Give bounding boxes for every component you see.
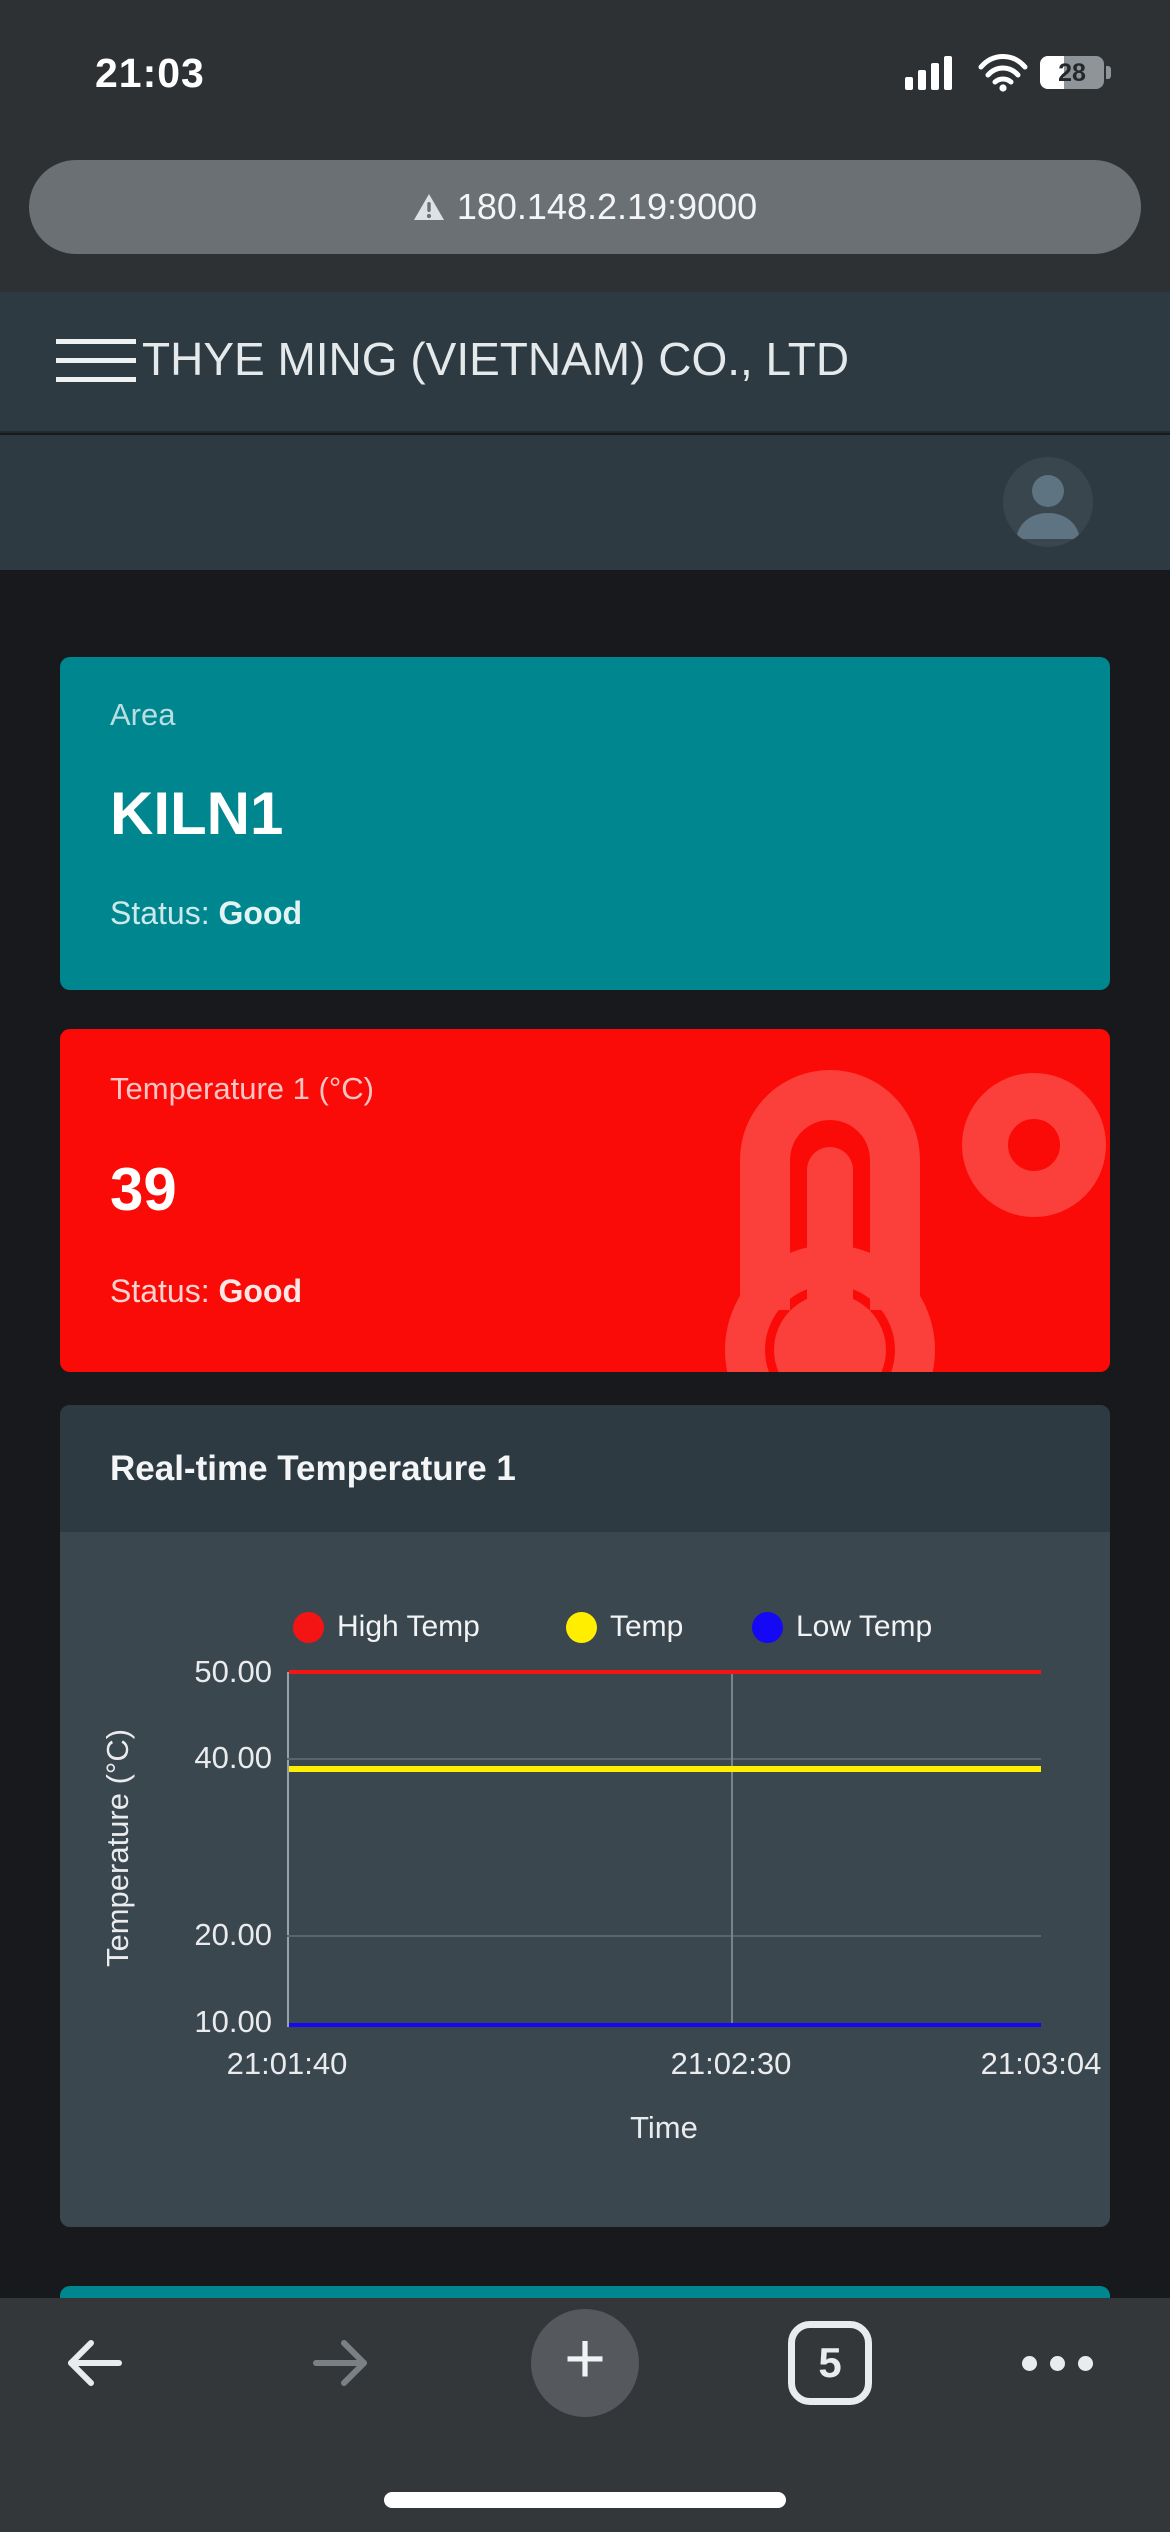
area-status-value: Good — [218, 895, 303, 931]
y-tick-50: 50.00 — [194, 1654, 272, 1689]
battery-fill — [1040, 56, 1064, 89]
legend-label-high-temp: High Temp — [337, 1610, 480, 1643]
browser-chrome-top: 21:03 28 G X — [0, 0, 1170, 398]
y-tick-20: 20.00 — [194, 1917, 272, 1952]
chart-title: Real-time Temperature 1 — [110, 1449, 516, 1488]
temperature-status-value: Good — [218, 1273, 303, 1309]
chart-card-header: Real-time Temperature 1 — [60, 1405, 1110, 1532]
area-status-label: Status: — [110, 895, 210, 931]
chart-card: Real-time Temperature 1 High Temp Temp L… — [60, 1405, 1110, 2227]
x-axis-title: Time — [630, 2110, 698, 2145]
home-indicator[interactable] — [384, 2492, 786, 2508]
series-line-high-temp — [289, 1670, 1041, 1674]
area-card: Area KILN1 Status: Good — [60, 657, 1110, 990]
url-value: 180.148.2.19:9000 — [456, 186, 758, 227]
legend-item-temp[interactable]: Temp — [566, 1610, 683, 1644]
y-tick-10: 10.00 — [194, 2004, 272, 2039]
temperature-card-label: Temperature 1 (°C) — [110, 1071, 374, 1106]
gridline-20 — [287, 1935, 1041, 1937]
avatar[interactable] — [1003, 457, 1093, 547]
area-card-status: Status: Good — [110, 895, 302, 932]
legend-dot-high-temp — [293, 1611, 324, 1643]
battery-percent: 28 — [1058, 59, 1086, 87]
temperature-card-value: 39 — [110, 1156, 177, 1223]
battery-cap — [1106, 66, 1111, 79]
url-text: 180.148.2.19:9000 — [29, 160, 1141, 254]
tab-switcher-icon[interactable]: 5 — [788, 2321, 872, 2405]
legend-label-temp: Temp — [610, 1610, 684, 1643]
wifi-icon — [978, 54, 1028, 92]
app-subheader — [0, 435, 1170, 570]
legend-dot-low-temp — [752, 1611, 783, 1643]
app-header: THYE MING (VIETNAM) CO., LTD — [0, 292, 1170, 433]
status-time: 21:03 — [95, 50, 205, 96]
cellular-signal-icon — [905, 56, 952, 90]
legend-item-high-temp[interactable]: High Temp — [293, 1610, 480, 1644]
back-icon[interactable] — [63, 2331, 127, 2395]
user-icon — [1016, 475, 1080, 539]
forward-icon[interactable] — [308, 2331, 372, 2395]
chart-area: High Temp Temp Low Temp Temperature (°C)… — [60, 1532, 1110, 2227]
thermometer-icon — [725, 1070, 1106, 1372]
more-menu-icon[interactable] — [1022, 2356, 1093, 2371]
next-card-peek — [60, 2286, 1110, 2300]
series-line-low-temp — [289, 2023, 1041, 2027]
menu-icon[interactable] — [56, 339, 136, 382]
battery-icon: 28 — [1040, 56, 1104, 89]
not-secure-warning-icon — [413, 194, 444, 220]
temperature-status-label: Status: — [110, 1273, 210, 1309]
gridline-x-mid — [731, 1672, 733, 2025]
area-card-label: Area — [110, 697, 176, 732]
y-axis-line — [287, 1672, 289, 2027]
y-tick-40: 40.00 — [194, 1740, 272, 1775]
area-card-value: KILN1 — [110, 780, 284, 847]
x-tick-mid: 21:02:30 — [670, 2046, 792, 2081]
legend-label-low-temp: Low Temp — [796, 1610, 933, 1643]
gridline-40 — [287, 1758, 1041, 1760]
temperature-card-status: Status: Good — [110, 1273, 302, 1310]
page-title: THYE MING (VIETNAM) CO., LTD — [142, 333, 850, 385]
new-tab-icon[interactable]: + — [531, 2309, 639, 2417]
temperature-card: Temperature 1 (°C) 39 Status: Good — [60, 1029, 1110, 1372]
series-line-temp — [289, 1766, 1041, 1772]
legend-item-low-temp[interactable]: Low Temp — [752, 1610, 932, 1644]
x-tick-end: 21:03:04 — [980, 2046, 1102, 2081]
x-tick-start: 21:01:40 — [226, 2046, 348, 2081]
legend-dot-temp — [566, 1611, 597, 1643]
address-bar[interactable]: G X 180.148.2.19:9000 — [29, 160, 1141, 398]
